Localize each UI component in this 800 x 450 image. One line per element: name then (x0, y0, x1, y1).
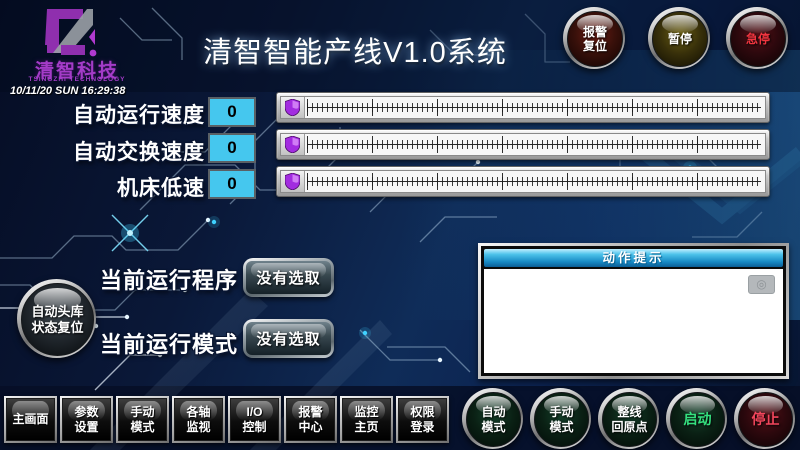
auto-exchange-speed-slider[interactable] (276, 129, 770, 160)
nav-io-control[interactable]: I/O 控制 (228, 396, 281, 443)
pause-button[interactable]: 暂停 (648, 7, 710, 69)
manual-mode-button[interactable]: 手动 模式 (530, 388, 591, 449)
nav-main-screen[interactable]: 主画面 (4, 396, 57, 443)
alarm-reset-label: 报警 复位 (582, 24, 607, 53)
slider-handle[interactable] (281, 97, 305, 118)
action-panel-title: 动作提示 (484, 249, 783, 267)
current-program-label: 当前运行程序 (100, 268, 239, 293)
datetime-display: 10/11/20 SUN 16:29:38 (10, 85, 126, 97)
target-icon-button[interactable]: ◎ (748, 275, 775, 294)
mode-controls: 自动 模式 手动 模式 整线 回原点 启动 停止 (462, 388, 795, 449)
shield-icon (285, 173, 300, 190)
current-mode-value: 没有选取 (256, 331, 321, 348)
nav-monitor-home[interactable]: 监控 主页 (340, 396, 393, 443)
shield-icon (285, 99, 300, 116)
nav-param-settings[interactable]: 参数 设置 (60, 396, 113, 443)
auto-exchange-speed-value[interactable]: 0 (208, 133, 256, 163)
auto-run-speed-value[interactable]: 0 (208, 97, 256, 127)
head-magazine-reset-button[interactable]: 自动头库 状态复位 (17, 279, 96, 358)
alarm-reset-button[interactable]: 报警 复位 (563, 7, 625, 69)
machine-low-speed-value[interactable]: 0 (208, 169, 256, 199)
estop-button[interactable]: 急停 (726, 7, 788, 69)
nav-alarm-center[interactable]: 报警 中心 (284, 396, 337, 443)
current-program-value: 没有选取 (256, 270, 321, 287)
start-button[interactable]: 启动 (666, 388, 727, 449)
slider-handle[interactable] (281, 134, 305, 155)
action-panel: 动作提示 ◎ (478, 243, 789, 379)
auto-run-speed-slider[interactable] (276, 92, 770, 123)
nav-manual-mode[interactable]: 手动 模式 (116, 396, 169, 443)
nav-axis-monitor[interactable]: 各轴 监视 (172, 396, 225, 443)
shield-icon (285, 136, 300, 153)
target-icon: ◎ (756, 277, 767, 291)
slider-ruler (307, 173, 761, 190)
estop-label: 急停 (745, 31, 770, 46)
pause-label: 暂停 (667, 31, 692, 46)
nav-auth-login[interactable]: 权限 登录 (396, 396, 449, 443)
brand-logo-icon (45, 9, 97, 57)
bottom-nav: 主画面 参数 设置 手动 模式 各轴 监视 I/O 控制 报警 中心 监控 主页… (4, 396, 449, 443)
machine-low-speed-label: 机床低速 (117, 177, 205, 200)
current-program-select-button[interactable]: 没有选取 (243, 258, 334, 297)
auto-exchange-speed-label: 自动交换速度 (73, 141, 205, 164)
slider-ruler (307, 99, 761, 116)
slider-ruler (307, 136, 761, 153)
current-mode-select-button[interactable]: 没有选取 (243, 319, 334, 358)
brand-name: 清智科技 (34, 61, 119, 82)
auto-mode-button[interactable]: 自动 模式 (462, 388, 523, 449)
action-panel-body: ◎ (484, 269, 783, 373)
page-title: 清智智能产线V1.0系统 (203, 37, 507, 69)
slider-handle[interactable] (281, 171, 305, 192)
brand-block: 清智科技 TSINGZHI TECHNOLOGY 10/11/20 SUN 16… (0, 0, 150, 100)
head-magazine-reset-label: 自动头库 状态复位 (31, 303, 84, 335)
auto-run-speed-label: 自动运行速度 (73, 104, 205, 127)
machine-low-speed-slider[interactable] (276, 166, 770, 197)
line-home-button[interactable]: 整线 回原点 (598, 388, 659, 449)
stop-button[interactable]: 停止 (734, 388, 795, 449)
current-mode-label: 当前运行模式 (100, 332, 239, 357)
brand-tagline: TSINGZHI TECHNOLOGY (28, 76, 126, 83)
